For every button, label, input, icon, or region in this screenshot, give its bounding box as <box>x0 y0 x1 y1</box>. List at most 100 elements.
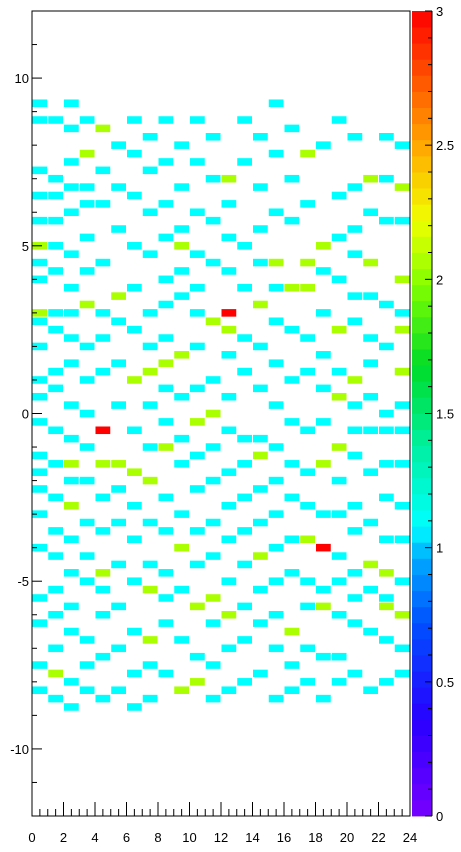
heatmap-cell <box>32 686 48 694</box>
color-scale-segment <box>412 188 432 205</box>
heatmap-cell <box>158 275 174 284</box>
heatmap-cell <box>394 535 410 544</box>
heatmap-cell <box>174 292 189 300</box>
heatmap-cell <box>379 594 394 602</box>
heatmap-cell <box>347 133 363 141</box>
color-scale-axis: 0 0.5 1 1.5 2 2.5 3 <box>425 4 454 824</box>
color-scale-segment <box>412 107 432 125</box>
heatmap-cell <box>48 267 63 275</box>
color-scale-segment <box>412 671 432 688</box>
heatmap-cell <box>379 342 394 351</box>
heatmap-cell <box>64 334 79 342</box>
x-tick-label: 4 <box>91 830 98 845</box>
heatmap-cell <box>158 527 174 535</box>
heatmap-cell <box>237 158 252 166</box>
heatmap-cell <box>48 216 63 225</box>
heatmap-cell <box>142 560 158 569</box>
heatmap-cell <box>158 200 174 208</box>
heatmap-cell <box>331 325 347 334</box>
heatmap-cell <box>205 619 221 627</box>
heatmap-cell <box>190 485 205 493</box>
heatmap-cell <box>32 543 48 552</box>
heatmap-cell <box>158 334 174 342</box>
heatmap-cell <box>394 610 410 619</box>
heatmap-cell <box>300 468 315 476</box>
heatmap-cell <box>268 208 284 217</box>
heatmap-cell <box>95 527 111 535</box>
y-tick-label: -5 <box>17 574 29 589</box>
heatmap-cell <box>127 468 142 476</box>
color-scale-segment <box>412 719 432 736</box>
heatmap-cell <box>64 476 79 485</box>
heatmap-cell <box>32 376 48 384</box>
heatmap-cell <box>127 283 142 292</box>
heatmap-cell <box>95 426 111 435</box>
heatmap-cell <box>142 585 158 594</box>
heatmap-cell <box>48 527 63 535</box>
heatmap-cell <box>268 610 284 619</box>
heatmap-cell <box>268 443 284 451</box>
heatmap-cell <box>111 686 126 694</box>
heatmap-cell <box>32 418 48 426</box>
heatmap-cell <box>331 476 347 485</box>
heatmap-cell <box>111 644 126 653</box>
heatmap-cell <box>268 476 284 485</box>
color-scale-segment <box>412 123 432 141</box>
x-tick-label: 10 <box>182 830 196 845</box>
heatmap-cell <box>174 460 189 468</box>
color-scale-segment <box>412 413 432 430</box>
color-scale-segment <box>412 735 432 752</box>
heatmap-cell <box>64 401 79 409</box>
heatmap-cell <box>95 166 111 175</box>
heatmap-cell <box>394 669 410 678</box>
heatmap-cell <box>205 518 221 527</box>
heatmap-cell <box>95 124 111 133</box>
color-scale-segment <box>412 687 432 704</box>
heatmap-cell <box>379 174 394 183</box>
heatmap-cell <box>64 359 79 367</box>
heatmap-cell <box>32 342 48 351</box>
heatmap-cell <box>205 174 221 183</box>
heatmap-cell <box>394 216 410 225</box>
heatmap-cell <box>221 535 237 544</box>
heatmap-cell <box>174 225 189 233</box>
heatmap-cell <box>300 200 315 208</box>
heatmap-cell <box>32 116 48 124</box>
heatmap-cell <box>300 367 315 376</box>
heatmap-cell <box>174 510 189 518</box>
heatmap-cell <box>205 317 221 326</box>
heatmap-cell <box>79 342 95 351</box>
heatmap-cell <box>32 275 48 284</box>
heatmap-cell <box>174 392 189 401</box>
heatmap-cell <box>379 409 394 418</box>
heatmap-cell <box>347 594 363 602</box>
x-tick-label: 24 <box>403 830 417 845</box>
heatmap-cell <box>127 116 142 124</box>
heatmap-cell <box>95 652 111 661</box>
color-scale-segment <box>412 542 432 559</box>
y-tick-label: 10 <box>15 71 29 86</box>
heatmap-cell <box>363 334 378 342</box>
heatmap-cell <box>79 300 95 309</box>
heatmap-cell <box>284 325 300 334</box>
heatmap-cell <box>237 493 252 502</box>
z-tick-label: 1 <box>436 541 443 556</box>
heatmap-cell <box>95 569 111 577</box>
heatmap-cell <box>316 602 331 611</box>
heatmap-cell <box>205 409 221 418</box>
heatmap-cell <box>316 309 331 317</box>
color-scale-segment <box>412 43 432 60</box>
color-scale-segment <box>412 429 432 447</box>
heatmap-cell <box>142 250 158 258</box>
heatmap-cell <box>32 258 48 267</box>
heatmap-cell <box>253 342 268 351</box>
color-scale-segment <box>412 59 432 76</box>
y-axis: -10 -5 0 5 10 <box>10 44 42 783</box>
heatmap-cell <box>316 351 331 359</box>
heatmap-cell <box>48 384 63 393</box>
heatmap-cell <box>79 409 95 418</box>
heatmap-cell <box>300 678 315 686</box>
heatmap-cell <box>158 619 174 627</box>
heatmap-cell <box>268 359 284 367</box>
heatmap-cell <box>316 510 331 518</box>
